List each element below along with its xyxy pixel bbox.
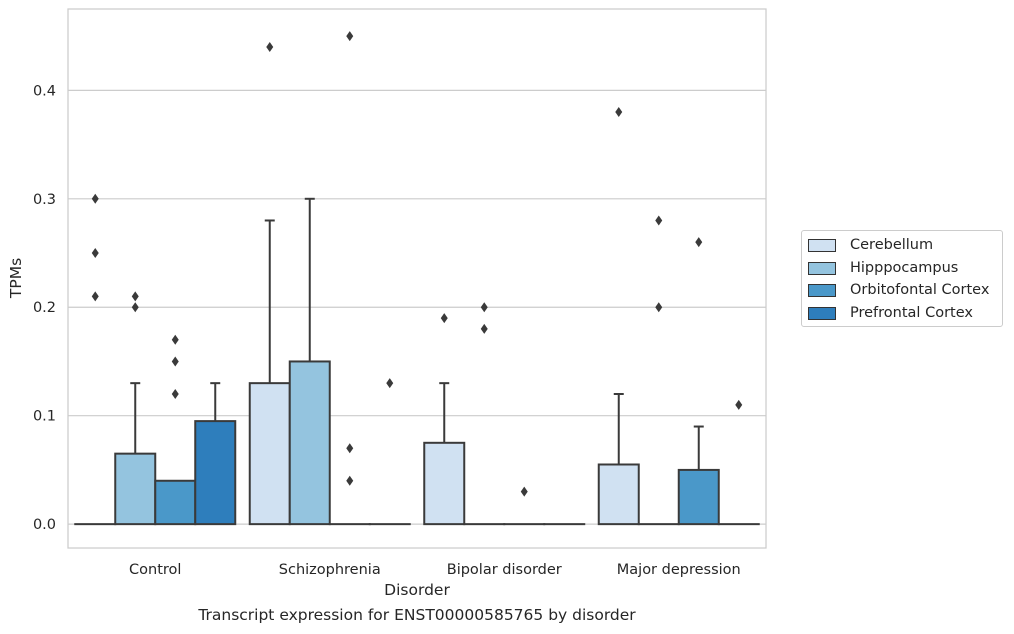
legend-swatch-hippocampus (808, 261, 836, 275)
outlier-point (91, 193, 99, 204)
outlier-point (171, 389, 179, 399)
y-tick-label: 0.3 (33, 192, 56, 208)
outlier-point (346, 475, 354, 486)
outlier-point (480, 323, 488, 334)
legend-swatch-prefrontal-cortex (808, 306, 836, 320)
outlier-point (655, 302, 663, 313)
legend-item-hippocampus: Hipppocampus (808, 258, 958, 278)
outlier-point (480, 302, 488, 313)
legend-label-hippocampus: Hipppocampus (850, 260, 959, 276)
legend-label-orbitofrontal-cortex: Orbitofontal Cortex (850, 282, 990, 298)
outlier-point (440, 313, 448, 324)
outlier-point (266, 41, 274, 52)
y-tick-label: 0.4 (33, 83, 56, 99)
legend-label-prefrontal-cortex: Prefrontal Cortex (850, 305, 973, 321)
outlier-point (346, 31, 354, 42)
legend-item-cerebellum: Cerebellum (808, 235, 933, 255)
y-tick-label: 0.1 (33, 409, 56, 425)
outlier-point (695, 237, 703, 248)
x-tick-label: Bipolar disorder (447, 562, 562, 578)
outliers (91, 31, 743, 497)
legend-swatch-orbitofrontal-cortex (808, 283, 836, 297)
outlier-point (91, 248, 99, 259)
outlier-point (171, 356, 179, 367)
legend-swatch-cerebellum (808, 238, 836, 252)
outlier-point (131, 291, 139, 302)
legend: Cerebellum Hipppocampus Orbitofontal Cor… (801, 230, 1003, 327)
bar (677, 468, 720, 526)
outlier-point (615, 107, 623, 118)
legend-item-prefrontal-cortex: Prefrontal Cortex (808, 303, 973, 323)
x-tick-label: Schizophrenia (279, 562, 381, 578)
y-axis-label: TPMs (7, 258, 25, 299)
bar (597, 463, 640, 526)
outlier-point (655, 215, 663, 226)
legend-item-orbitofrontal-cortex: Orbitofontal Cortex (808, 280, 989, 300)
bar (194, 420, 237, 526)
bar (154, 479, 197, 526)
bar (423, 441, 466, 526)
outlier-point (520, 486, 528, 497)
outlier-point (131, 302, 139, 313)
outlier-point (346, 443, 354, 454)
x-tick-labels: Control Schizophrenia Bipolar disorder Majo… (129, 562, 741, 578)
plot-frame (67, 8, 767, 549)
y-tick-label: 0.2 (33, 300, 56, 316)
outlier-point (735, 399, 743, 410)
y-tick-label: 0.0 (33, 517, 56, 533)
outlier-point (171, 334, 179, 345)
outlier-point (386, 378, 394, 389)
bar (114, 452, 157, 526)
outlier-point (91, 291, 99, 302)
x-tick-label: Major depression (617, 562, 741, 578)
y-tick-labels: 0.0 0.1 0.2 0.3 0.4 (33, 83, 56, 533)
bar (248, 382, 291, 526)
bars (74, 197, 760, 526)
x-tick-label: Control (129, 562, 181, 578)
legend-label-cerebellum: Cerebellum (850, 237, 934, 253)
bar (288, 360, 331, 526)
x-axis-label: Disorder (384, 581, 450, 599)
figure-caption: Transcript expression for ENST0000058576… (198, 606, 636, 624)
